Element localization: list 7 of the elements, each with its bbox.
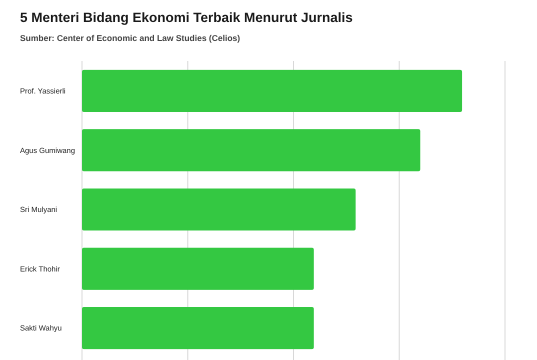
bar xyxy=(82,248,314,290)
chart-title: 5 Menteri Bidang Ekonomi Terbaik Menurut Jurnalis xyxy=(20,10,353,25)
bar xyxy=(82,307,314,350)
bar xyxy=(82,188,356,231)
chart-subtitle: Sumber: Center of Economic and Law Studies (Celios) xyxy=(20,33,240,43)
bar xyxy=(82,129,420,172)
bar xyxy=(82,70,462,112)
